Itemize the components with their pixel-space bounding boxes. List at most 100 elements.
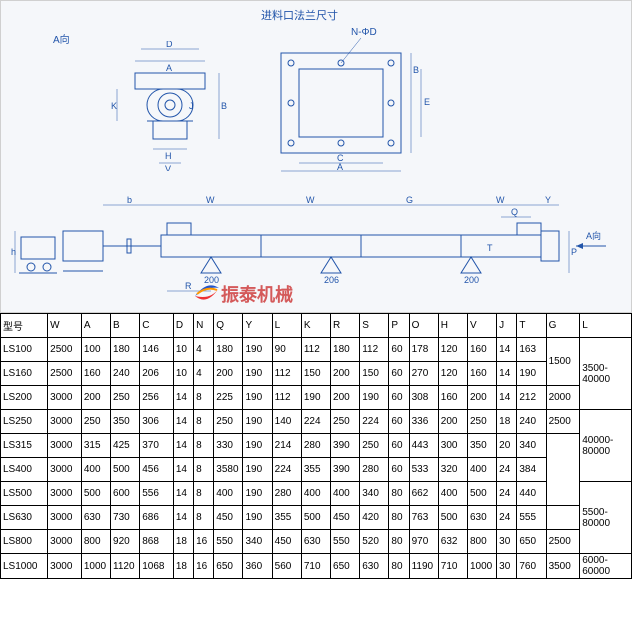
table-header-cell: N: [194, 314, 214, 338]
table-cell: 10: [173, 338, 193, 362]
table-cell: 80: [389, 554, 409, 579]
table-cell: 3000: [48, 506, 82, 530]
table-cell: 112: [360, 338, 389, 362]
table-cell: LS400: [1, 458, 48, 482]
table-cell: 240: [517, 410, 546, 434]
table-cell: 4: [194, 338, 214, 362]
table-cell: 60: [389, 410, 409, 434]
table-cell: 250: [331, 410, 360, 434]
table-cell: 190: [243, 386, 272, 410]
table-cell: 14: [173, 458, 193, 482]
table-cell: 80: [389, 530, 409, 554]
table-cell: 8: [194, 410, 214, 434]
table-header-cell: C: [140, 314, 174, 338]
table-header-cell: G: [546, 314, 580, 338]
table-cell: 2500: [48, 338, 82, 362]
table-cell: 630: [81, 506, 110, 530]
flange-plan-view: E B C A: [261, 33, 441, 173]
table-header-cell: R: [331, 314, 360, 338]
table-row: LS63030006307306861484501903555004504208…: [1, 506, 632, 530]
table-cell: LS500: [1, 482, 48, 506]
table-cell: 160: [81, 362, 110, 386]
table-cell: 384: [517, 458, 546, 482]
table-cell: 2500: [48, 362, 82, 386]
table-row: LS31530003154253701483301902142803902506…: [1, 434, 632, 458]
table-cell: 60: [389, 362, 409, 386]
table-row: LS50030005006005561484001902804004003408…: [1, 482, 632, 506]
table-cell: 355: [301, 458, 330, 482]
table-cell: 190: [243, 482, 272, 506]
table-cell: 650: [517, 530, 546, 554]
table-header-cell: Q: [214, 314, 243, 338]
table-cell: 225: [214, 386, 243, 410]
table-cell: 443: [409, 434, 438, 458]
table-cell: 500: [301, 506, 330, 530]
table-cell: 400: [301, 482, 330, 506]
table-row: LS10025001001801461041801909011218011260…: [1, 338, 632, 362]
table-cell: 533: [409, 458, 438, 482]
table-cell: 150: [301, 362, 330, 386]
svg-text:Q: Q: [511, 207, 518, 217]
table-cell: 224: [301, 410, 330, 434]
table-cell: 112: [272, 362, 301, 386]
table-cell: LS1000: [1, 554, 48, 579]
svg-text:B: B: [221, 101, 227, 111]
table-cell: 224: [272, 458, 301, 482]
table-header-cell: H: [438, 314, 467, 338]
table-cell: 16: [194, 530, 214, 554]
table-cell: 730: [111, 506, 140, 530]
table-cell: 190: [360, 386, 389, 410]
table-cell: 520: [360, 530, 389, 554]
table-cell: 350: [467, 434, 496, 458]
table-cell: 280: [301, 434, 330, 458]
table-cell: 920: [111, 530, 140, 554]
table-header-cell: S: [360, 314, 389, 338]
svg-text:H: H: [165, 151, 172, 161]
table-header-cell: 型号: [1, 314, 48, 338]
table-cell: 340: [243, 530, 272, 554]
svg-text:W: W: [206, 195, 215, 205]
table-cell: 150: [360, 362, 389, 386]
table-cell: 1120: [111, 554, 140, 579]
table-cell: 8: [194, 434, 214, 458]
svg-text:206: 206: [324, 275, 339, 285]
watermark-logo-text: 振泰机械: [221, 281, 293, 307]
table-cell: 120: [438, 338, 467, 362]
table-cell: 14: [173, 410, 193, 434]
svg-text:A: A: [337, 162, 343, 172]
logo-badge: [191, 276, 223, 308]
table-cell: 8: [194, 482, 214, 506]
table-header-cell: O: [409, 314, 438, 338]
table-row: LS20030002002502561482251901121902001906…: [1, 386, 632, 410]
table-cell: LS160: [1, 362, 48, 386]
table-cell: 140: [272, 410, 301, 434]
svg-text:P: P: [571, 247, 577, 257]
table-cell: 90: [272, 338, 301, 362]
svg-text:V: V: [165, 164, 171, 171]
flange-side-view: D A K B J H V: [111, 41, 231, 171]
table-header-cell: P: [389, 314, 409, 338]
table-row: LS80030008009208681816550340450630550520…: [1, 530, 632, 554]
table-cell: 500: [111, 458, 140, 482]
table-cell: 330: [214, 434, 243, 458]
table-cell: 555: [517, 506, 546, 530]
table-cell: 550: [214, 530, 243, 554]
table-cell: 112: [272, 386, 301, 410]
table-cell: 450: [331, 506, 360, 530]
table-cell: 300: [438, 434, 467, 458]
table-cell: 30: [497, 530, 517, 554]
table-cell: 206: [140, 362, 174, 386]
table-cell: 355: [272, 506, 301, 530]
table-cell: 80: [389, 482, 409, 506]
table-cell: 16: [194, 554, 214, 579]
table-cell: 800: [81, 530, 110, 554]
table-cell: 214: [272, 434, 301, 458]
svg-text:K: K: [111, 101, 117, 111]
table-row: LS40030004005004561483580190224355390280…: [1, 458, 632, 482]
table-header-cell: L: [580, 314, 632, 338]
svg-text:B: B: [413, 65, 419, 75]
table-cell: 280: [360, 458, 389, 482]
table-cell: 60: [389, 338, 409, 362]
table-cell: 200: [81, 386, 110, 410]
table-cell: 190: [243, 434, 272, 458]
